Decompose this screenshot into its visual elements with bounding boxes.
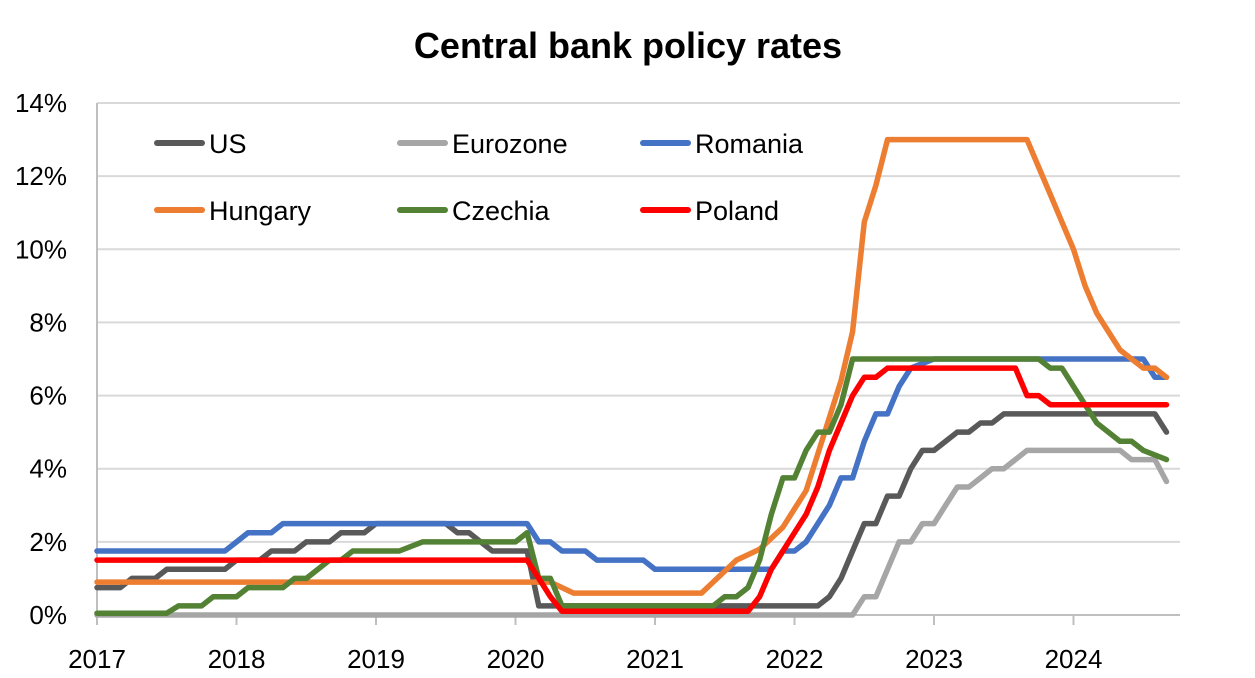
chart-title: Central bank policy rates (414, 25, 842, 66)
gridlines (97, 102, 1180, 543)
y-tick-label: 6% (29, 381, 67, 411)
y-tick-label: 14% (15, 88, 67, 118)
x-tick-label: 2023 (905, 644, 963, 674)
x-tick-label: 2019 (347, 644, 405, 674)
y-tick-label: 12% (15, 161, 67, 191)
series-line-czechia (94, 356, 1170, 616)
axes: 0% 2% 4% 6% 8% 10% 12% 14% 2017 2018 2019 2020 2021 2… (15, 88, 1180, 674)
x-tick-label: 2020 (487, 644, 545, 674)
x-tick-label: 2022 (766, 644, 824, 674)
series-line-eurozone (94, 447, 1170, 618)
legend-label-romania: Romania (695, 129, 804, 159)
x-tick-label: 2024 (1045, 644, 1103, 674)
x-tick-label: 2017 (68, 644, 126, 674)
legend-label-czechia: Czechia (452, 196, 551, 226)
series-line-us (94, 411, 1170, 609)
x-tick-label: 2021 (626, 644, 684, 674)
legend-label-poland: Poland (695, 196, 779, 226)
series-line-poland (94, 365, 1170, 615)
y-tick-label: 8% (29, 307, 67, 337)
series-line-hungary (94, 136, 1170, 596)
y-tick-label: 0% (29, 600, 67, 630)
legend: US Eurozone Romania Hungary Czechia Poland (154, 129, 804, 226)
x-tick-label: 2018 (208, 644, 266, 674)
legend-label-eurozone: Eurozone (452, 129, 568, 159)
legend-label-hungary: Hungary (209, 196, 312, 226)
y-tick-label: 4% (29, 454, 67, 484)
y-tick-label: 10% (15, 234, 67, 264)
series-lines (94, 136, 1170, 618)
y-tick-label: 2% (29, 527, 67, 557)
legend-label-us: US (209, 129, 247, 159)
